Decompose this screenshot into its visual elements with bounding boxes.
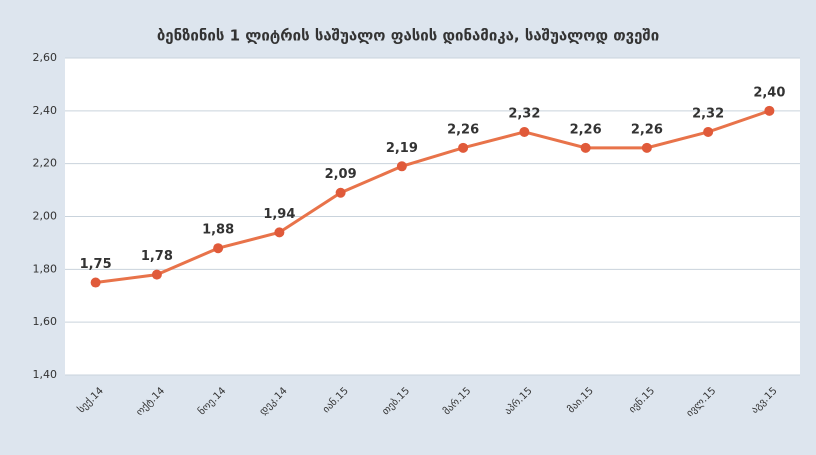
marker [580, 142, 591, 153]
marker [274, 227, 285, 238]
y-tick-label: 1,80 [33, 262, 58, 275]
y-tick-label: 2,00 [33, 210, 58, 223]
data-label: 2,19 [386, 141, 418, 156]
y-tick-label: 2,40 [33, 104, 58, 117]
line [95, 109, 770, 285]
data-label: 2,26 [570, 122, 602, 137]
marker [703, 126, 714, 137]
marker [641, 142, 652, 153]
data-label: 1,78 [141, 249, 173, 264]
y-tick-label: 1,60 [33, 315, 58, 328]
marker [213, 243, 224, 254]
marker [764, 105, 775, 116]
data-label: 2,26 [447, 122, 479, 137]
data-label: 2,32 [692, 106, 724, 121]
marker [519, 126, 530, 137]
data-label: 1,75 [80, 257, 112, 272]
data-label: 2,40 [753, 85, 785, 100]
marker [335, 187, 346, 198]
data-label: 2,32 [508, 106, 540, 121]
data-label: 2,26 [631, 122, 663, 137]
y-tick-label: 2,20 [33, 157, 58, 170]
y-tick-label: 2,60 [33, 51, 58, 64]
data-label: 1,94 [263, 207, 295, 222]
y-tick-label: 1,40 [33, 368, 58, 381]
data-label: 1,88 [202, 223, 234, 238]
marker [151, 269, 162, 280]
data-label: 2,09 [325, 167, 357, 182]
marker [90, 277, 101, 288]
chart-title: ბენზინის 1 ლიტრის საშუალო ფასის დინამიკა… [157, 27, 659, 45]
marker [458, 142, 469, 153]
marker [396, 161, 407, 172]
